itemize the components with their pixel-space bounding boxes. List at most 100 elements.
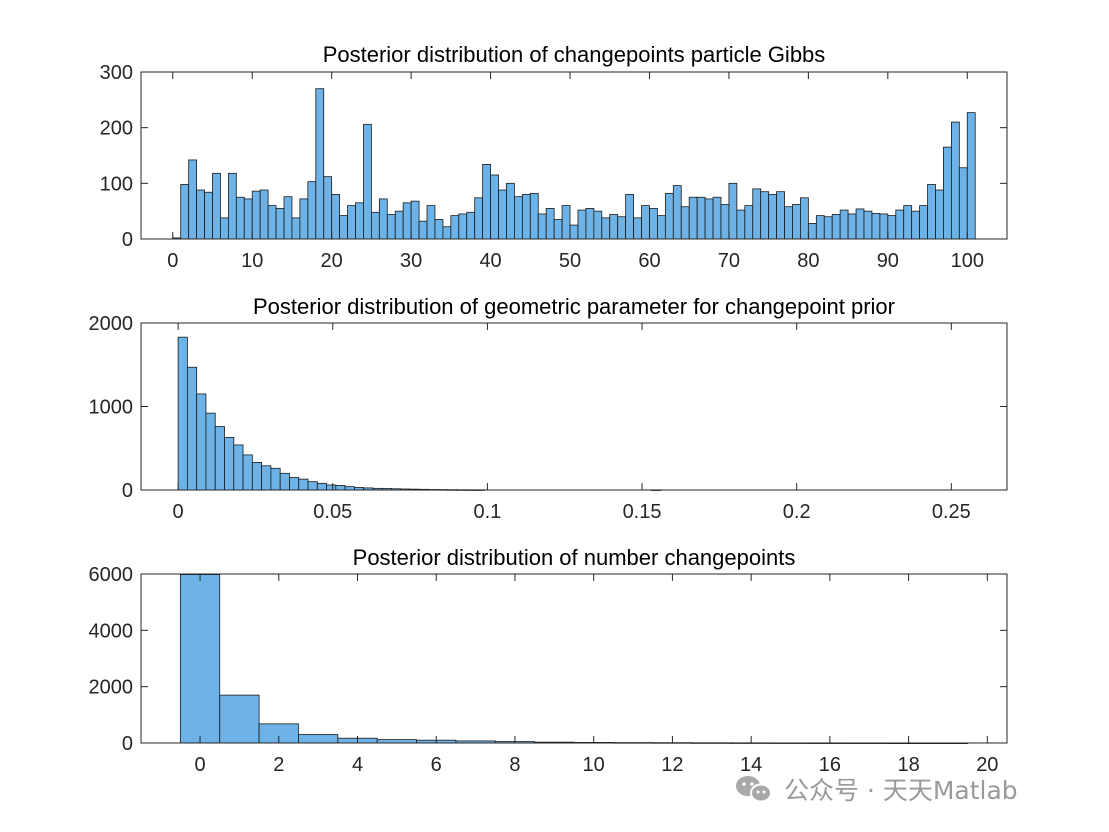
histogram-bar	[784, 206, 793, 240]
histogram-bar	[553, 219, 563, 240]
histogram-bar	[242, 454, 253, 491]
y-tick-label: 100	[100, 173, 133, 195]
histogram-bar	[235, 196, 245, 240]
histogram-bar	[307, 481, 318, 491]
y-tick-label: 6000	[89, 564, 134, 586]
y-tick-label: 200	[100, 118, 133, 140]
histogram-bar	[205, 412, 216, 491]
histogram-bar	[871, 212, 881, 240]
histogram-bar	[529, 192, 539, 240]
y-tick-label: 0	[122, 480, 133, 502]
x-tick-label: 60	[638, 250, 660, 272]
histogram-bar	[410, 200, 420, 240]
histogram-bar	[966, 112, 976, 240]
watermark: 公众号 · 天天Matlab	[736, 776, 1018, 805]
histogram-bar	[593, 210, 603, 240]
x-tick-label: 100	[951, 250, 984, 272]
histogram-bar	[394, 210, 404, 240]
histogram-bar	[537, 213, 547, 240]
x-tick-label: 30	[400, 250, 422, 272]
histogram-bar	[521, 194, 531, 240]
x-tick-label: 0.25	[932, 501, 971, 523]
x-tick-label: 70	[718, 250, 740, 272]
histogram-bar	[355, 202, 364, 240]
histogram-bar	[316, 482, 327, 491]
histogram-bar	[919, 205, 928, 240]
histogram-bar	[344, 486, 355, 491]
x-tick-label: 0.2	[783, 501, 811, 523]
histogram-bar	[212, 172, 221, 240]
histogram-bar	[378, 198, 388, 240]
histogram-bar	[450, 215, 460, 240]
x-tick-label: 80	[797, 250, 819, 272]
histogram-bar	[823, 216, 833, 240]
histogram-bar	[490, 174, 499, 240]
histogram-bar	[251, 190, 261, 240]
histogram-bar	[728, 182, 738, 240]
histogram-bar	[307, 181, 317, 240]
histogram-bar	[386, 214, 396, 240]
histogram-bar	[196, 189, 205, 240]
histogram-bar	[251, 462, 263, 491]
histogram-bar	[569, 224, 579, 240]
histogram-bar	[585, 207, 595, 240]
number-changepoints-axes-box	[140, 573, 1008, 744]
x-tick-label: 10	[583, 754, 605, 776]
y-tick-label: 2000	[89, 677, 134, 699]
histogram-bar	[561, 205, 571, 240]
histogram-bar	[179, 574, 221, 744]
histogram-bar	[657, 215, 666, 240]
histogram-bar	[331, 194, 341, 240]
x-tick-label: 50	[559, 250, 581, 272]
x-tick-label: 20	[976, 754, 998, 776]
histogram-bar	[879, 213, 889, 240]
histogram-bar	[704, 198, 714, 240]
histogram-bar	[633, 217, 642, 240]
histogram-bar	[696, 196, 706, 240]
histogram-bar	[601, 217, 611, 240]
y-tick-label: 300	[100, 62, 133, 84]
x-tick-label: 90	[877, 250, 899, 272]
histogram-bar	[370, 211, 380, 240]
histogram-bar	[376, 739, 417, 744]
histogram-bar	[712, 196, 722, 240]
y-tick-label: 2000	[89, 313, 134, 335]
histogram-bar	[498, 189, 507, 240]
histogram-bar	[363, 123, 372, 240]
histogram-bar	[863, 210, 873, 240]
x-tick-label: 0	[173, 501, 184, 523]
histogram-bar	[291, 217, 301, 240]
changepoints-axes-box	[140, 71, 1008, 240]
histogram-bar	[186, 366, 198, 491]
histogram-bar	[434, 219, 444, 240]
histogram-bar	[283, 196, 293, 240]
histogram-bar	[752, 188, 762, 240]
histogram-bar	[224, 436, 235, 491]
number-changepoints-histogram: Posterior distribution of number changep…	[89, 545, 1008, 776]
histogram-bar	[950, 121, 960, 240]
histogram-bar	[958, 167, 968, 240]
histogram-bar	[911, 210, 920, 240]
histogram-bar	[335, 485, 346, 491]
histogram-bar	[315, 88, 325, 240]
histogram-bar	[482, 164, 491, 240]
histogram-bar	[442, 226, 452, 240]
histogram-bar	[672, 185, 682, 240]
x-tick-label: 4	[352, 754, 363, 776]
histogram-bar	[466, 211, 476, 240]
histogram-bar	[458, 213, 468, 240]
x-tick-label: 0.1	[473, 501, 501, 523]
histogram-bar	[641, 205, 650, 240]
histogram-bar	[545, 207, 555, 240]
changepoints-chart-title: Posterior distribution of changepoints p…	[323, 42, 826, 67]
histogram-bar	[177, 336, 188, 491]
histogram-bar	[270, 467, 281, 491]
histogram-bar	[720, 204, 730, 240]
histogram-bar	[289, 477, 300, 491]
histogram-bar	[506, 182, 515, 240]
histogram-bar	[243, 198, 253, 240]
histogram-bar	[625, 194, 634, 240]
histogram-bar	[744, 205, 754, 240]
histogram-bar	[807, 223, 817, 240]
histogram-bar	[259, 189, 269, 240]
